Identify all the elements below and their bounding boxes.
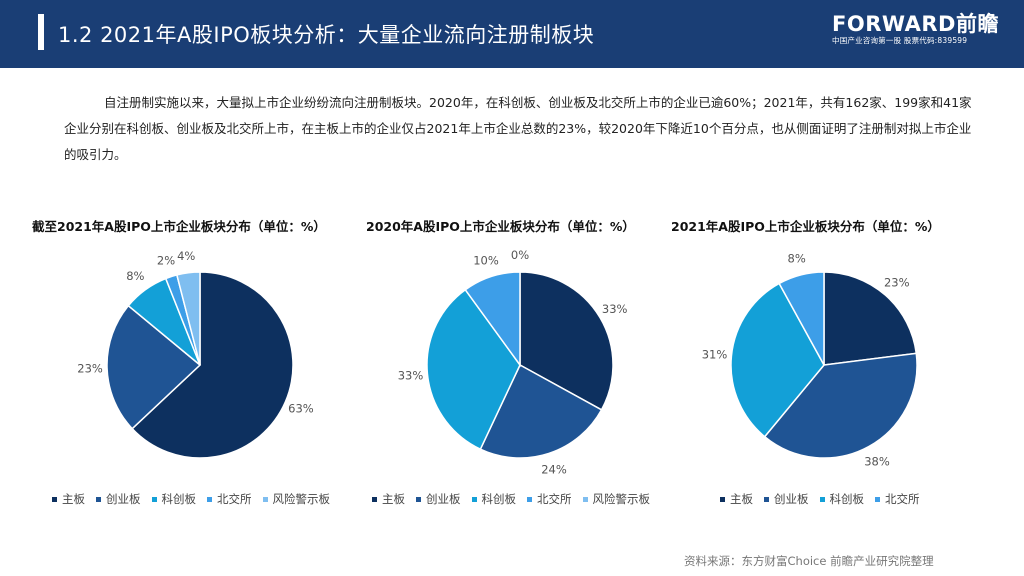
legend-swatch — [372, 496, 377, 502]
legend-item-风险警示板: 风险警示板 — [582, 491, 651, 507]
legend-label: 风险警示板 — [592, 492, 651, 506]
legend-item-北交所: 北交所 — [207, 491, 252, 507]
legend-swatch — [52, 496, 57, 502]
pie-slice-北交所 — [778, 271, 825, 366]
data-label-创业板: 23% — [77, 361, 103, 375]
pie-chart-cumulative-2021: 63% 23% 8% 2% 4% — [77, 249, 314, 459]
pie-slice-主板 — [131, 271, 294, 459]
legend-item-科创板: 科创板 — [471, 491, 517, 507]
data-label-风险警示板: 0% — [511, 248, 529, 262]
pie-slice-北交所 — [464, 271, 521, 368]
data-label-主板: 23% — [884, 275, 910, 289]
legend-item-北交所: 北交所 — [875, 491, 920, 507]
legend-label: 科创板 — [829, 492, 865, 506]
logo-tagline: 中国产业咨询第一股 股票代码:839599 — [832, 36, 968, 45]
data-label-主板: 63% — [288, 402, 314, 416]
header-bar: 1.2 2021年A股IPO板块分析：大量企业流向注册制板块 FORWARD前瞻… — [0, 0, 1024, 68]
data-label-创业板: 24% — [541, 463, 567, 477]
intro-paragraph: 自注册制实施以来，大量拟上市企业纷纷流向注册制板块。2020年，在科创板、创业板… — [64, 95, 972, 162]
pie-slice-科创板 — [426, 288, 521, 451]
pie-chart-2020: 33% 24% 33% 10% 0% — [398, 248, 628, 477]
legend-label: 科创板 — [481, 492, 517, 506]
legend-swatch — [416, 496, 421, 502]
logo-brand: FORWARD前瞻 — [832, 12, 999, 36]
legend-item-主板: 主板 — [720, 491, 753, 507]
pie-slice-主板 — [519, 271, 614, 411]
legend-chart-3: 主板 创业板 科创板 北交所 — [720, 491, 920, 507]
pie-slice-创业板 — [763, 352, 918, 459]
data-label-主板: 33% — [602, 302, 628, 316]
pie-slice-风险警示板 — [175, 271, 201, 366]
legend-swatch — [207, 496, 212, 502]
legend-swatch — [819, 496, 825, 502]
legend-swatch — [720, 496, 725, 502]
legend-swatch — [527, 496, 532, 502]
legend-swatch — [582, 496, 588, 502]
data-label-创业板: 38% — [864, 454, 890, 468]
legend-label: 创业板 — [426, 492, 461, 506]
legend-swatch — [151, 496, 157, 502]
legend-item-风险警示板: 风险警示板 — [262, 491, 331, 507]
legend-label: 创业板 — [106, 492, 141, 506]
legend-item-主板: 主板 — [52, 491, 85, 507]
legend-swatch — [471, 496, 477, 502]
legend-swatch — [764, 496, 769, 502]
legend-label: 北交所 — [885, 492, 920, 506]
legend-swatch — [96, 496, 101, 502]
legend-item-科创板: 科创板 — [819, 491, 865, 507]
data-label-科创板: 8% — [126, 269, 144, 283]
chart-title-2: 2020年A股IPO上市企业板块分布（单位：%） — [366, 219, 635, 234]
pie-slice-主板 — [823, 271, 918, 366]
pie-chart-2021: 23% 38% 31% 8% — [702, 251, 918, 468]
legend-item-北交所: 北交所 — [527, 491, 572, 507]
chart-title-1: 截至2021年A股IPO上市企业板块分布（单位：%） — [32, 219, 326, 234]
legend-label: 主板 — [382, 492, 405, 506]
data-label-科创板: 31% — [702, 348, 728, 362]
pie-slice-创业板 — [479, 363, 603, 459]
legend-chart-1: 主板 创业板 科创板 北交所 风险警示板 — [52, 491, 330, 507]
data-label-风险警示板: 4% — [177, 249, 195, 263]
legend-swatch — [262, 496, 268, 502]
legend-label: 北交所 — [537, 492, 572, 506]
legend-item-创业板: 创业板 — [764, 491, 809, 507]
legend-label: 主板 — [62, 492, 85, 506]
data-label-北交所: 2% — [157, 253, 175, 267]
title-accent-bar — [38, 14, 44, 50]
legend-chart-2: 主板 创业板 科创板 北交所 风险警示板 — [372, 491, 650, 507]
data-label-北交所: 8% — [788, 251, 806, 265]
pie-slice-科创板 — [730, 282, 825, 438]
legend-label: 主板 — [730, 492, 753, 506]
legend-label: 创业板 — [774, 492, 809, 506]
legend-label: 风险警示板 — [272, 492, 331, 506]
legend-swatch — [875, 496, 880, 502]
page-title: 1.2 2021年A股IPO板块分析：大量企业流向注册制板块 — [58, 23, 595, 47]
data-label-北交所: 10% — [473, 253, 499, 267]
legend-label: 北交所 — [217, 492, 252, 506]
legend-item-创业板: 创业板 — [96, 491, 141, 507]
data-label-科创板: 33% — [398, 368, 424, 382]
source-note: 资料来源：东方财富Choice 前瞻产业研究院整理 — [684, 554, 934, 568]
forward-logo: FORWARD前瞻 中国产业咨询第一股 股票代码:839599 — [832, 13, 1002, 47]
legend-item-创业板: 创业板 — [416, 491, 461, 507]
legend-item-主板: 主板 — [372, 491, 405, 507]
pie-slice-创业板 — [106, 304, 202, 430]
legend-item-科创板: 科创板 — [151, 491, 197, 507]
chart-title-3: 2021年A股IPO上市企业板块分布（单位：%） — [671, 219, 940, 234]
legend-label: 科创板 — [161, 492, 197, 506]
